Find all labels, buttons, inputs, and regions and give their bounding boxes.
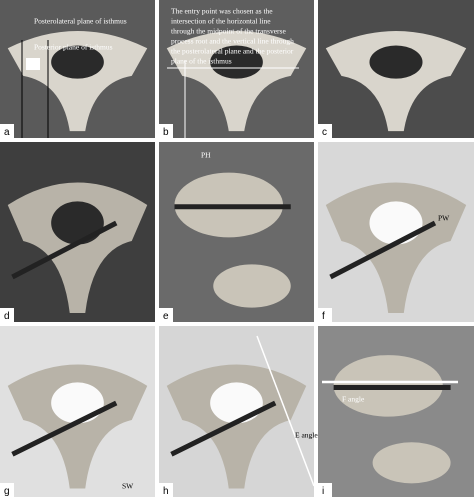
bone <box>166 364 307 489</box>
canal <box>51 382 104 424</box>
canal <box>369 201 423 245</box>
panel: The entry point was chosen as theinterse… <box>159 0 314 138</box>
panel-label: a <box>4 127 10 138</box>
label-box <box>318 483 332 497</box>
screw <box>11 400 118 457</box>
annotation: plane of the isthmus <box>171 57 232 66</box>
annotation: Posterior plane of isthmus <box>34 43 113 52</box>
panel: E angle h <box>159 326 318 497</box>
label-box <box>318 124 332 138</box>
bone <box>7 182 148 313</box>
annotation: intersection of the horizontal line <box>171 17 271 26</box>
guide-line <box>256 335 315 487</box>
label-box <box>0 483 14 497</box>
annotation: process root and the vertical line throu… <box>171 37 294 46</box>
bone <box>7 364 148 489</box>
panel-label: d <box>4 311 10 322</box>
screw <box>11 220 118 280</box>
bone <box>166 31 307 132</box>
canal <box>369 45 423 79</box>
annotation: F angle <box>342 395 365 404</box>
panel: F angle i <box>318 326 474 497</box>
marker <box>26 58 40 70</box>
label-box <box>0 124 14 138</box>
label-box <box>159 124 173 138</box>
annotation: the posterolateral plane and the posteri… <box>171 47 294 56</box>
annotation: PH <box>201 151 211 160</box>
annotation: Posterolateral plane of isthmus <box>34 17 127 26</box>
canal <box>210 382 263 424</box>
panel: Posterolateral plane of isthmus Posterior… <box>0 0 155 138</box>
screw <box>329 220 437 280</box>
panel-label: i <box>322 486 324 497</box>
bone <box>213 264 291 308</box>
panel-label: e <box>163 311 169 322</box>
panel-label: c <box>322 127 327 138</box>
panel: PW f <box>318 142 474 322</box>
label-box <box>159 308 173 322</box>
panel-label: g <box>4 486 10 497</box>
annotation: through the midpoint of the transverse <box>171 27 286 36</box>
label-box <box>159 483 173 497</box>
annotation: The entry point was chosen as the <box>171 7 273 16</box>
panel-label: f <box>322 311 325 322</box>
label-box <box>0 308 14 322</box>
panel: SW g <box>0 326 155 497</box>
screw <box>170 400 277 457</box>
canal <box>51 45 104 79</box>
panel-label: b <box>163 127 169 138</box>
panel-label: h <box>163 486 169 497</box>
bone <box>325 31 467 132</box>
annotation: E angle <box>295 431 318 440</box>
bone <box>7 31 148 132</box>
bone <box>372 442 451 484</box>
annotation: PW <box>438 214 450 223</box>
panel: PH e <box>159 142 314 322</box>
panel: d <box>0 142 155 322</box>
canal <box>51 201 104 245</box>
label-box <box>318 308 332 322</box>
canal <box>210 45 263 79</box>
panel: c <box>318 0 474 138</box>
bone <box>325 182 467 313</box>
annotation: SW <box>122 482 134 491</box>
